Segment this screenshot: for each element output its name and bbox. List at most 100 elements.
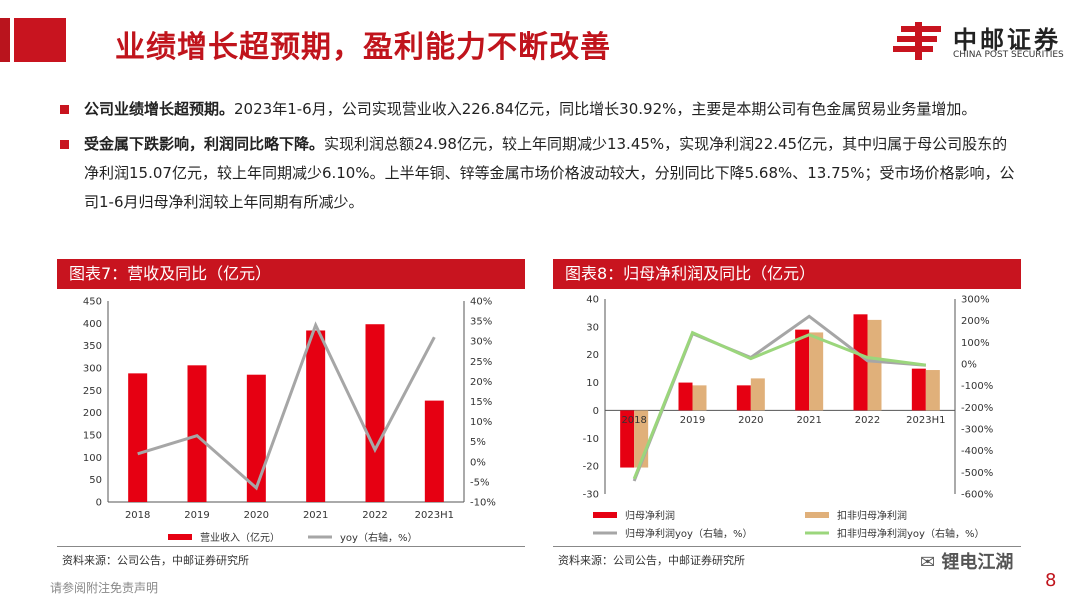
y-tick-label-right: 200% [961, 316, 990, 327]
title-accent-bar-dark [0, 18, 10, 62]
y-tick-label-right: 300% [961, 295, 990, 306]
china-post-logo-icon [893, 22, 941, 60]
legend-swatch [593, 512, 617, 518]
chart7-source: 资料来源：公司公告，中邮证券研究所 [62, 554, 249, 567]
wechat-icon: ✉ [920, 552, 942, 573]
bar [853, 314, 868, 411]
y-tick-label-left: 100 [83, 453, 102, 464]
y-tick-label-left: 350 [83, 341, 102, 352]
logo-text-en: CHINA POST SECURITIES [953, 50, 1064, 60]
y-tick-label-left: 30 [586, 322, 599, 333]
x-tick-label: 2018 [125, 510, 150, 521]
y-tick-label-left: -30 [583, 490, 599, 501]
y-tick-label-right: -400% [961, 446, 993, 457]
x-tick-label: 2018 [621, 415, 646, 426]
y-tick-label-left: 0 [593, 406, 599, 417]
bullet-square-icon [60, 140, 69, 149]
chart7-title: 图表7：营收及同比（亿元） [57, 259, 525, 289]
legend-label: 归母净利润yoy（右轴，%） [625, 527, 752, 540]
y-tick-label-left: 50 [89, 475, 102, 486]
y-tick-label-right: -100% [961, 381, 993, 392]
disclaimer-footer: 请参阅附注免责声明 [50, 581, 159, 595]
bar [128, 373, 148, 502]
bullet-item-profit: 受金属下跌影响，利润同比略下降。实现利润总额24.98亿元，较上年同期减少13.… [60, 130, 1020, 217]
legend-label: 营业收入（亿元） [200, 531, 280, 544]
bullet-item-revenue: 公司业绩增长超预期。2023年1-6月，公司实现营业收入226.84亿元，同比增… [60, 95, 1020, 124]
y-tick-label-right: 0% [470, 457, 486, 468]
legend-swatch [168, 534, 192, 540]
x-tick-label: 2020 [244, 510, 269, 521]
bullet-heading: 公司业绩增长超预期。 [84, 100, 235, 118]
x-tick-label: 2023H1 [906, 415, 945, 426]
bar [620, 410, 635, 468]
bar [306, 330, 326, 502]
chart8-source: 资料来源：公司公告，中邮证券研究所 [558, 554, 745, 567]
y-tick-label-right: -600% [961, 490, 993, 501]
y-tick-label-right: 25% [470, 357, 492, 368]
legend-label: 扣非归母净利润 [837, 509, 907, 522]
bar [795, 329, 810, 411]
y-tick-label-right: 35% [470, 317, 492, 328]
bar [365, 324, 385, 502]
y-tick-label-right: 0% [961, 360, 977, 371]
chart8-source-divider [553, 546, 1021, 547]
y-tick-label-right: 10% [470, 417, 492, 428]
chart8-title: 图表8：归母净利润及同比（亿元） [553, 259, 1021, 289]
y-tick-label-left: 10 [586, 378, 599, 389]
watermark-text: 锂电江湖 [941, 552, 1014, 573]
y-tick-label-left: -20 [583, 462, 599, 473]
y-tick-label-right: -300% [961, 425, 993, 436]
legend-label: yoy（右轴，%） [340, 531, 417, 544]
watermark: ✉ 锂电江湖 [920, 548, 1013, 574]
bar [925, 370, 940, 411]
net-profit-chart: -30 -20 -10 0 10 20 30 40 -600% -500% -400% -300% -2… [583, 295, 994, 541]
y-tick-label-right: 40% [470, 297, 492, 308]
bullet-text: 2023年1-6月，公司实现营业收入226.84亿元，同比增长30.92%，主要… [234, 100, 977, 118]
x-tick-label: 2023H1 [415, 510, 454, 521]
logo-text-cn: 中邮证券 [953, 26, 1061, 54]
chart7-source-divider [57, 546, 525, 547]
y-tick-label-left: 450 [83, 297, 102, 308]
bar [424, 400, 444, 502]
x-tick-label: 2019 [680, 415, 705, 426]
company-logo: 中邮证券 CHINA POST SECURITIES [893, 20, 1073, 66]
y-tick-label-left: 0 [96, 498, 102, 509]
bullet-list: 公司业绩增长超预期。2023年1-6月，公司实现营业收入226.84亿元，同比增… [60, 95, 1020, 223]
y-tick-label-right: -10% [470, 498, 496, 509]
y-tick-label-right: 100% [961, 338, 990, 349]
bar [736, 385, 751, 411]
x-tick-label: 2021 [796, 415, 821, 426]
y-tick-label-left: 200 [83, 408, 102, 419]
bullet-heading: 受金属下跌影响，利润同比略下降。 [84, 135, 325, 153]
y-tick-label-left: 40 [586, 295, 599, 306]
y-tick-label-left: 300 [83, 364, 102, 375]
y-tick-label-right: -500% [961, 468, 993, 479]
page-title: 业绩增长超预期，盈利能力不断改善 [115, 30, 611, 65]
y-tick-label-left: 150 [83, 431, 102, 442]
y-tick-label-right: 5% [470, 437, 486, 448]
bar [678, 382, 693, 411]
series-line [137, 321, 436, 491]
series-line [632, 330, 927, 480]
bar [809, 332, 824, 411]
bar [246, 374, 266, 502]
y-tick-label-left: 20 [586, 350, 599, 361]
y-tick-label-left: 250 [83, 386, 102, 397]
y-tick-label-right: 20% [470, 377, 492, 388]
x-tick-label: 2021 [303, 510, 328, 521]
bar [911, 368, 926, 411]
legend-label: 归母净利润 [625, 509, 675, 522]
bar [750, 378, 765, 411]
y-tick-label-left: 400 [83, 319, 102, 330]
y-tick-label-left: -10 [583, 434, 599, 445]
page-number: 8 [1045, 570, 1057, 591]
title-accent-bar [14, 18, 66, 62]
revenue-chart: 0 50 100 150 200 250 300 350 400 450 -10% -5% 0% 5% 10… [83, 297, 496, 545]
legend-swatch [805, 512, 829, 518]
x-tick-label: 2020 [738, 415, 763, 426]
x-tick-label: 2022 [362, 510, 387, 521]
bullet-square-icon [60, 105, 69, 114]
legend-label: 扣非归母净利润yoy（右轴，%） [837, 527, 984, 540]
y-tick-label-right: 15% [470, 397, 492, 408]
x-tick-label: 2022 [855, 415, 880, 426]
